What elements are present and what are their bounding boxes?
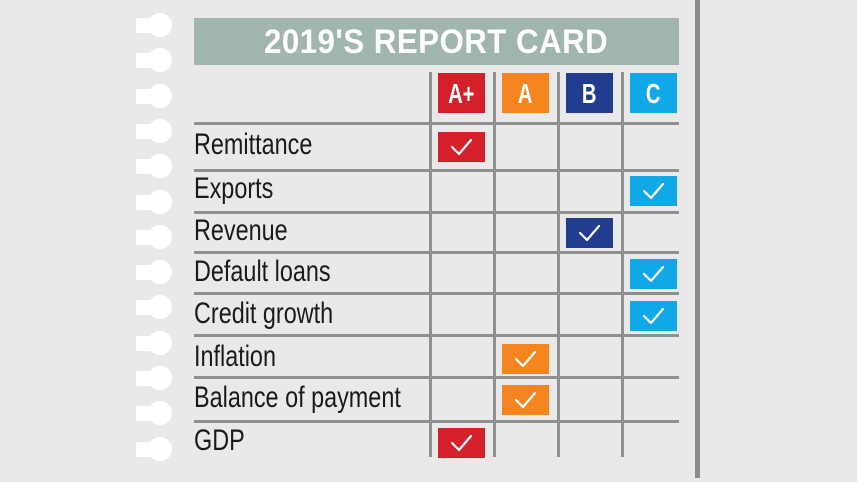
binder-hole-icon — [136, 401, 173, 426]
grade-label: B — [582, 78, 597, 109]
indicator-label: Credit growth — [194, 297, 334, 330]
binder-hole-icon — [136, 118, 173, 143]
grid-row-divider — [194, 122, 679, 125]
checkmark-icon — [438, 428, 485, 458]
binder-hole-icon — [136, 330, 173, 355]
grid-column-divider — [621, 72, 624, 457]
binder-hole-icon — [136, 48, 173, 73]
grade-label: C — [646, 78, 661, 109]
indicator-label: GDP — [194, 424, 245, 457]
grid-row-divider — [194, 211, 679, 214]
grade-label: A+ — [448, 78, 475, 109]
page-divider — [695, 0, 700, 478]
checkmark-icon — [630, 301, 677, 331]
grid-row-divider — [194, 334, 679, 337]
checkmark-icon — [630, 176, 677, 206]
binder-hole-icon — [136, 295, 173, 320]
checkmark-icon — [502, 344, 549, 374]
grade-label: A — [518, 78, 533, 109]
checkmark-icon — [438, 132, 485, 162]
binder-hole-icon — [136, 189, 173, 214]
indicator-label: Remittance — [194, 128, 313, 161]
grid-column-divider — [557, 72, 560, 457]
checkmark-icon — [630, 259, 677, 289]
grid-column-divider — [493, 72, 496, 457]
indicator-label: Revenue — [194, 214, 288, 247]
binder-hole-icon — [136, 154, 173, 179]
binder-hole-icon — [136, 436, 173, 461]
binder-hole-icon — [136, 83, 173, 108]
grade-header-a: A — [502, 73, 549, 113]
checkmark-icon — [502, 385, 549, 415]
grid-row-divider — [194, 420, 679, 423]
title-text: 2019'S REPORT CARD — [264, 23, 609, 61]
grade-header-b: B — [566, 73, 613, 113]
indicator-label: Balance of payment — [194, 381, 401, 414]
grade-header-c: C — [630, 73, 677, 113]
indicator-label: Default loans — [194, 255, 331, 288]
grid-column-divider — [429, 72, 432, 457]
indicator-label: Inflation — [194, 340, 276, 373]
grid-row-divider — [194, 292, 679, 295]
binder-hole-icon — [136, 224, 173, 249]
grid-row-divider — [194, 169, 679, 172]
binder-hole-icon — [136, 366, 173, 390]
binder-hole-icon — [136, 13, 173, 37]
report-card-title: 2019'S REPORT CARD — [194, 18, 679, 65]
grade-header-aplus: A+ — [438, 73, 485, 113]
indicator-label: Exports — [194, 172, 274, 205]
grid-row-divider — [194, 376, 679, 379]
grid-row-divider — [194, 251, 679, 254]
checkmark-icon — [566, 218, 613, 248]
binder-hole-icon — [136, 260, 173, 285]
